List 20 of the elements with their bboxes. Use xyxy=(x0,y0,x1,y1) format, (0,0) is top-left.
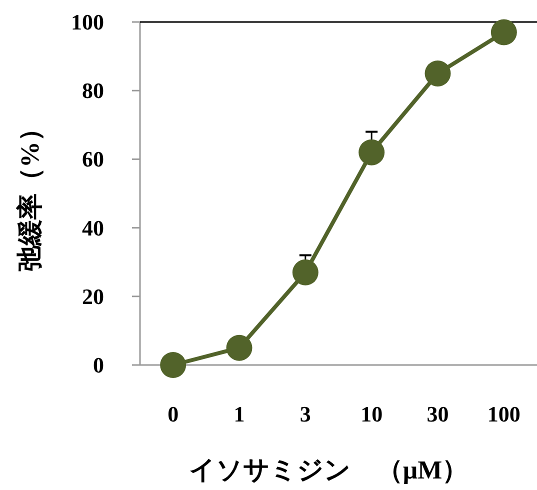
y-tick-label: 60 xyxy=(82,146,104,172)
y-tick-label: 40 xyxy=(82,215,104,240)
point xyxy=(160,352,186,378)
x-axis-title: イソサミジン （μM） xyxy=(188,456,468,484)
y-tick-label: 20 xyxy=(82,284,104,309)
point xyxy=(226,334,252,361)
y-tick-label: 100 xyxy=(71,10,104,34)
x-tick-label: 30 xyxy=(426,402,449,426)
y-tick-label: 0 xyxy=(93,352,104,378)
point xyxy=(358,139,385,166)
point xyxy=(292,259,318,286)
x-tick-label: 10 xyxy=(360,402,383,426)
point xyxy=(490,19,517,46)
x-tick-label: 3 xyxy=(300,402,311,426)
y-tick-label: 80 xyxy=(82,78,104,104)
y-axis-title: 弛緩率（%） xyxy=(16,116,44,272)
x-tick-label: 1 xyxy=(234,402,245,426)
point xyxy=(424,60,451,86)
x-tick-label: 0 xyxy=(168,402,179,426)
x-tick-label: 100 xyxy=(487,402,520,426)
